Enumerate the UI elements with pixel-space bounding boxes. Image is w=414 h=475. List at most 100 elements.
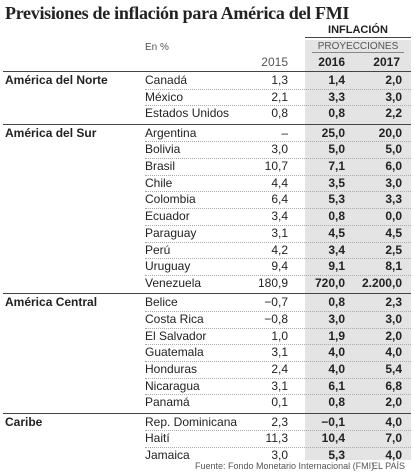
country: Argentina: [145, 125, 197, 140]
value-2016: 6,1: [328, 378, 345, 393]
year-header: 2015: [261, 55, 288, 69]
row-line: [145, 377, 411, 379]
value-2017: 2.200,0: [361, 275, 402, 290]
country: Chile: [145, 175, 173, 190]
value-2016: 5,3: [328, 192, 345, 207]
value-2015: 0,1: [271, 395, 288, 410]
region: América del Sur: [5, 125, 97, 140]
country: Colombia: [145, 192, 196, 207]
projections-rule: [312, 52, 404, 53]
value-2017: 5,0: [385, 142, 402, 157]
source: Fuente: Fondo Monetario Internacional (F…: [195, 461, 377, 471]
brand: EL PAÍS: [372, 461, 406, 471]
row-line: [145, 191, 411, 193]
value-2015: 3,0: [271, 142, 288, 157]
value-2016: 0,8: [328, 395, 345, 410]
row-line: [145, 141, 411, 143]
value-2016: 5,3: [328, 447, 345, 462]
value-2017: 3,3: [385, 192, 402, 207]
unit: En %: [145, 42, 169, 53]
country: Honduras: [145, 361, 198, 376]
country: Costa Rica: [145, 311, 204, 326]
value-2016: 25,0: [321, 125, 345, 140]
row-line: [145, 360, 411, 362]
value-2017: 3,0: [385, 311, 402, 326]
country: Panamá: [145, 395, 190, 410]
row-line: [145, 158, 411, 159]
country: Jamaica: [145, 447, 190, 462]
title: Previsiones de inflación para América de…: [5, 3, 350, 23]
value-2017: 4,0: [385, 447, 402, 462]
group-separator: [3, 412, 411, 414]
row-line: [145, 174, 411, 176]
country: Belice: [145, 295, 178, 310]
country: Haití: [145, 431, 170, 446]
value-2017: 20,0: [378, 125, 402, 140]
value-2015: 2,4: [271, 361, 288, 376]
value-2016: 0,8: [328, 209, 345, 224]
row-line: [145, 224, 411, 226]
value-2017: 6,0: [385, 159, 402, 173]
value-2016: 3,0: [328, 311, 345, 326]
value-2015: −0,8: [264, 311, 288, 326]
value-2016: 4,5: [328, 225, 345, 240]
country: El Salvador: [145, 328, 207, 343]
country: Bolivia: [145, 142, 181, 157]
value-2015: –: [281, 125, 288, 140]
row-line: [145, 430, 411, 432]
group-separator: [3, 123, 411, 125]
value-2015: 4,2: [271, 242, 288, 257]
row-line: [145, 446, 411, 448]
value-2017: 7,0: [385, 431, 402, 446]
value-2017: 6,8: [385, 378, 402, 393]
country: México: [145, 89, 184, 104]
projections-label: PROYECCIONES: [317, 41, 399, 52]
value-2016: −0,1: [321, 414, 345, 429]
row-line: [145, 208, 411, 210]
group-separator: [3, 293, 411, 295]
country: Brasil: [145, 159, 176, 173]
value-2017: 2,5: [385, 242, 402, 257]
value-2015: 3,1: [271, 345, 288, 360]
row-line: [145, 310, 411, 312]
value-2015: 1,0: [271, 328, 288, 343]
value-2016: 9,1: [328, 259, 345, 274]
value-2015: 3,4: [271, 209, 288, 224]
value-2017: 3,0: [385, 175, 402, 190]
value-2015: 0,8: [271, 106, 288, 121]
year-header: 2016: [318, 55, 345, 69]
value-2017: 8,1: [385, 259, 402, 274]
row-line: [145, 344, 411, 346]
value-2015: 4,4: [271, 175, 288, 190]
country: Perú: [145, 242, 171, 257]
value-2017: 5,4: [385, 361, 402, 376]
value-2015: 3,0: [271, 447, 288, 462]
country: Canadá: [145, 73, 188, 87]
value-2015: 3,1: [271, 378, 288, 393]
value-2017: 4,0: [385, 345, 402, 360]
value-2015: 9,4: [271, 259, 288, 274]
value-2016: 4,0: [328, 361, 345, 376]
country: Ecuador: [145, 209, 190, 224]
value-2016: 10,4: [321, 431, 345, 446]
value-2016: 5,0: [328, 142, 345, 157]
country: Uruguay: [145, 259, 191, 274]
row-line: [145, 274, 411, 276]
value-2016: 720,0: [314, 275, 345, 290]
year-header: 2017: [373, 55, 400, 69]
row-line: [145, 258, 411, 260]
value-2016: 7,1: [328, 159, 345, 173]
inflation-header: INFLACIÓN: [328, 24, 388, 36]
value-2015: 11,3: [265, 431, 288, 446]
value-2017: 4,0: [385, 414, 402, 429]
value-2017: 3,0: [385, 89, 402, 104]
value-2016: 1,4: [328, 73, 345, 87]
value-2015: 2,1: [271, 89, 288, 104]
value-2015: 6,4: [271, 192, 288, 207]
value-2017: 2,0: [385, 395, 402, 410]
value-2015: 2,3: [271, 414, 288, 429]
value-2017: 2,0: [385, 328, 402, 343]
value-2016: 0,8: [328, 295, 345, 310]
value-2016: 4,0: [328, 345, 345, 360]
